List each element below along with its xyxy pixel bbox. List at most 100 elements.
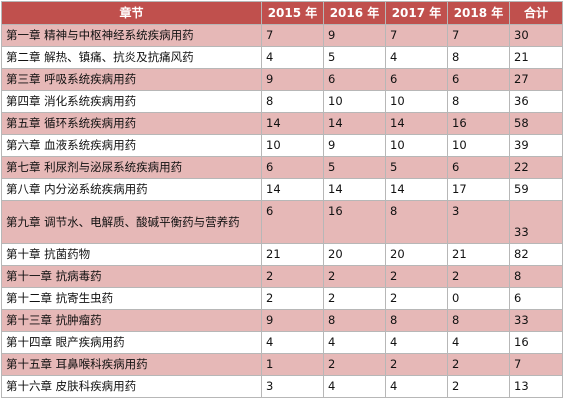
table-row: 第三章 呼吸系统疾病用药 9 6 6 6 27 bbox=[1, 68, 563, 91]
chapter-cell: 第六章 血液系统疾病用药 bbox=[1, 134, 262, 157]
value-2018-cell: 16 bbox=[447, 112, 510, 135]
table-row: 第六章 血液系统疾病用药 10 9 10 10 39 bbox=[1, 134, 563, 157]
table-row: 第十四章 眼产疾病用药 4 4 4 4 16 bbox=[1, 331, 563, 354]
value-2015-cell: 21 bbox=[261, 243, 324, 266]
chapter-cell: 第九章 调节水、电解质、酸碱平衡药与营养药 bbox=[1, 200, 262, 244]
value-2015-cell: 10 bbox=[261, 134, 324, 157]
value-2017-cell: 10 bbox=[385, 90, 448, 113]
table-row: 第十三章 抗肿瘤药 9 8 8 8 33 bbox=[1, 309, 563, 332]
value-2018-cell: 8 bbox=[447, 309, 510, 332]
chapter-cell: 第八章 内分泌系统疾病用药 bbox=[1, 178, 262, 201]
total-cell: 58 bbox=[509, 112, 563, 135]
chapter-cell: 第十一章 抗病毒药 bbox=[1, 265, 262, 288]
value-2016-cell: 20 bbox=[323, 243, 386, 266]
header-row: 章节 2015 年 2016 年 2017 年 2018 年 合计 bbox=[1, 1, 563, 25]
value-2018-cell: 10 bbox=[447, 134, 510, 157]
value-2015-cell: 6 bbox=[261, 156, 324, 179]
value-2016-cell: 5 bbox=[323, 46, 386, 69]
table-row: 第十一章 抗病毒药 2 2 2 2 8 bbox=[1, 265, 563, 288]
value-2018-cell: 2 bbox=[447, 353, 510, 376]
value-2016-cell: 16 bbox=[323, 200, 386, 244]
chapter-cell: 第三章 呼吸系统疾病用药 bbox=[1, 68, 262, 91]
value-2017-cell: 14 bbox=[385, 178, 448, 201]
header-chapter: 章节 bbox=[1, 1, 262, 25]
value-2017-cell: 14 bbox=[385, 112, 448, 135]
value-2018-cell: 0 bbox=[447, 287, 510, 310]
value-2016-cell: 9 bbox=[323, 134, 386, 157]
chapter-cell: 第十三章 抗肿瘤药 bbox=[1, 309, 262, 332]
value-2017-cell: 8 bbox=[385, 200, 448, 244]
total-cell: 36 bbox=[509, 90, 563, 113]
value-2016-cell: 9 bbox=[323, 24, 386, 47]
value-2015-cell: 4 bbox=[261, 46, 324, 69]
total-cell: 82 bbox=[509, 243, 563, 266]
chapter-cell: 第十章 抗菌药物 bbox=[1, 243, 262, 266]
total-cell: 59 bbox=[509, 178, 563, 201]
value-2017-cell: 7 bbox=[385, 24, 448, 47]
chapter-cell: 第十四章 眼产疾病用药 bbox=[1, 331, 262, 354]
total-cell: 8 bbox=[509, 265, 563, 288]
value-2017-cell: 5 bbox=[385, 156, 448, 179]
table-row: 第四章 消化系统疾病用药 8 10 10 8 36 bbox=[1, 90, 563, 113]
value-2015-cell: 9 bbox=[261, 68, 324, 91]
value-2015-cell: 6 bbox=[261, 200, 324, 244]
table-row: 第十二章 抗寄生虫药 2 2 2 0 6 bbox=[1, 287, 563, 310]
table-row: 第二章 解热、镇痛、抗炎及抗痛风药 4 5 4 8 21 bbox=[1, 46, 563, 69]
total-cell: 21 bbox=[509, 46, 563, 69]
value-2016-cell: 2 bbox=[323, 287, 386, 310]
header-total: 合计 bbox=[509, 1, 563, 25]
value-2018-cell: 3 bbox=[447, 200, 510, 244]
chapter-cell: 第一章 精神与中枢神经系统疾病用药 bbox=[1, 24, 262, 47]
value-2015-cell: 4 bbox=[261, 331, 324, 354]
value-2015-cell: 14 bbox=[261, 178, 324, 201]
chapter-cell: 第十六章 皮肤科疾病用药 bbox=[1, 375, 262, 398]
value-2017-cell: 6 bbox=[385, 68, 448, 91]
total-cell: 7 bbox=[509, 353, 563, 376]
chapter-cell: 第七章 利尿剂与泌尿系统疾病用药 bbox=[1, 156, 262, 179]
chapter-cell: 第十二章 抗寄生虫药 bbox=[1, 287, 262, 310]
value-2016-cell: 6 bbox=[323, 68, 386, 91]
value-2018-cell: 6 bbox=[447, 68, 510, 91]
value-2016-cell: 4 bbox=[323, 331, 386, 354]
value-2016-cell: 14 bbox=[323, 112, 386, 135]
total-cell: 33 bbox=[509, 309, 563, 332]
value-2015-cell: 7 bbox=[261, 24, 324, 47]
total-cell: 6 bbox=[509, 287, 563, 310]
table-header: 章节 2015 年 2016 年 2017 年 2018 年 合计 bbox=[1, 1, 563, 25]
header-2018: 2018 年 bbox=[447, 1, 510, 25]
total-cell: 33 bbox=[509, 200, 563, 244]
table-row: 第十章 抗菌药物 21 20 20 21 82 bbox=[1, 243, 563, 266]
value-2017-cell: 4 bbox=[385, 331, 448, 354]
chapter-cell: 第十五章 耳鼻喉科疾病用药 bbox=[1, 353, 262, 376]
table-row: 第一章 精神与中枢神经系统疾病用药 7 9 7 7 30 bbox=[1, 24, 563, 47]
value-2018-cell: 8 bbox=[447, 90, 510, 113]
total-cell: 27 bbox=[509, 68, 563, 91]
value-2018-cell: 4 bbox=[447, 331, 510, 354]
total-cell: 16 bbox=[509, 331, 563, 354]
value-2017-cell: 8 bbox=[385, 309, 448, 332]
table-body: 第一章 精神与中枢神经系统疾病用药 7 9 7 7 30 第二章 解热、镇痛、抗炎及抗痛风药… bbox=[1, 24, 563, 398]
value-2015-cell: 9 bbox=[261, 309, 324, 332]
value-2016-cell: 2 bbox=[323, 265, 386, 288]
value-2016-cell: 2 bbox=[323, 353, 386, 376]
value-2015-cell: 2 bbox=[261, 287, 324, 310]
chapter-cell: 第五章 循环系统疾病用药 bbox=[1, 112, 262, 135]
value-2017-cell: 2 bbox=[385, 353, 448, 376]
value-2017-cell: 2 bbox=[385, 265, 448, 288]
table-row: 第八章 内分泌系统疾病用药 14 14 14 17 59 bbox=[1, 178, 563, 201]
value-2018-cell: 6 bbox=[447, 156, 510, 179]
value-2017-cell: 10 bbox=[385, 134, 448, 157]
value-2018-cell: 2 bbox=[447, 265, 510, 288]
table-row: 第十六章 皮肤科疾病用药 3 4 4 2 13 bbox=[1, 375, 563, 398]
value-2018-cell: 8 bbox=[447, 46, 510, 69]
value-2018-cell: 2 bbox=[447, 375, 510, 398]
value-2018-cell: 17 bbox=[447, 178, 510, 201]
value-2016-cell: 4 bbox=[323, 375, 386, 398]
value-2016-cell: 14 bbox=[323, 178, 386, 201]
chapter-cell: 第二章 解热、镇痛、抗炎及抗痛风药 bbox=[1, 46, 262, 69]
value-2017-cell: 4 bbox=[385, 375, 448, 398]
table-row: 第九章 调节水、电解质、酸碱平衡药与营养药 6 16 8 3 33 bbox=[1, 200, 563, 244]
value-2015-cell: 8 bbox=[261, 90, 324, 113]
value-2018-cell: 7 bbox=[447, 24, 510, 47]
